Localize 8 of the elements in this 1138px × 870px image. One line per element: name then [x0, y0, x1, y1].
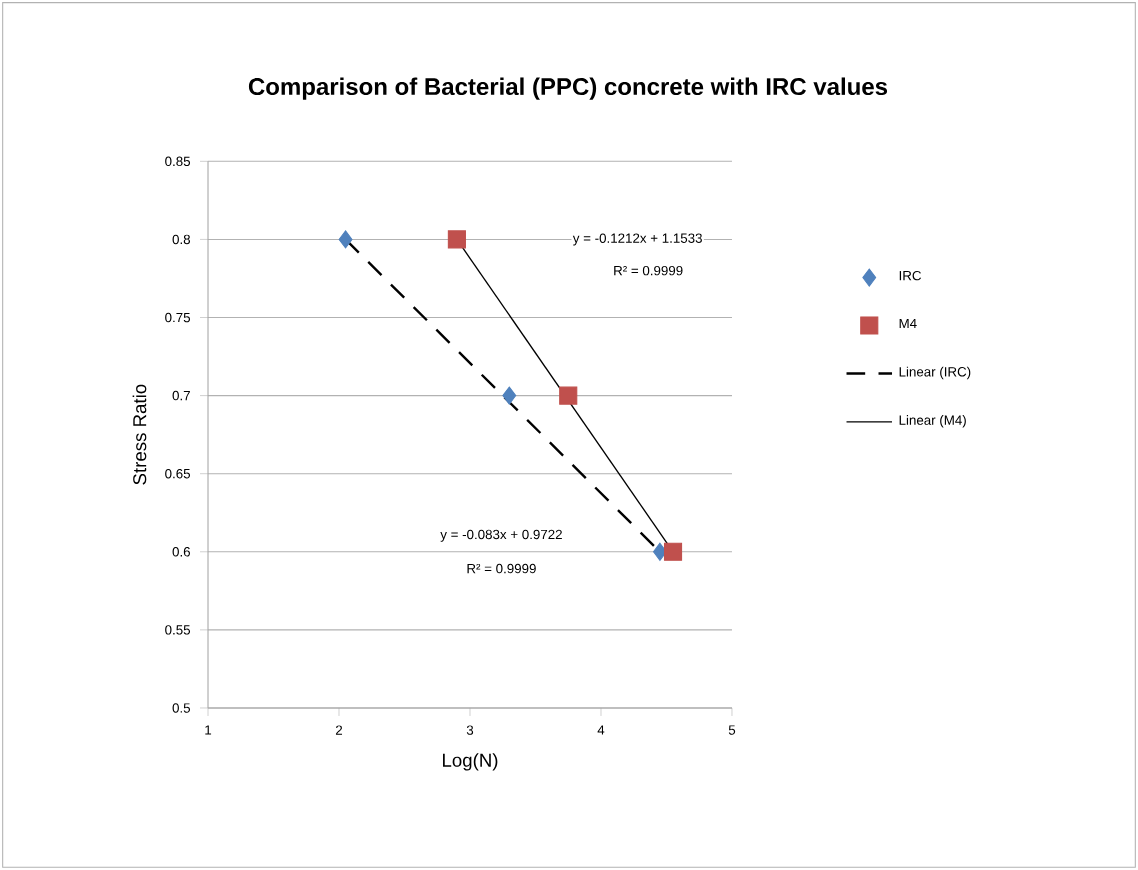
- y-axis-title: Stress Ratio: [132, 384, 147, 485]
- point: [502, 386, 517, 405]
- point: [663, 542, 683, 561]
- point: [559, 386, 578, 405]
- point: [447, 230, 466, 249]
- x-axis-title: Log(N): [443, 753, 498, 771]
- chart-title: Comparison of Bacterial (PPC) concrete with IRC values: [248, 77, 888, 100]
- point: [338, 230, 353, 249]
